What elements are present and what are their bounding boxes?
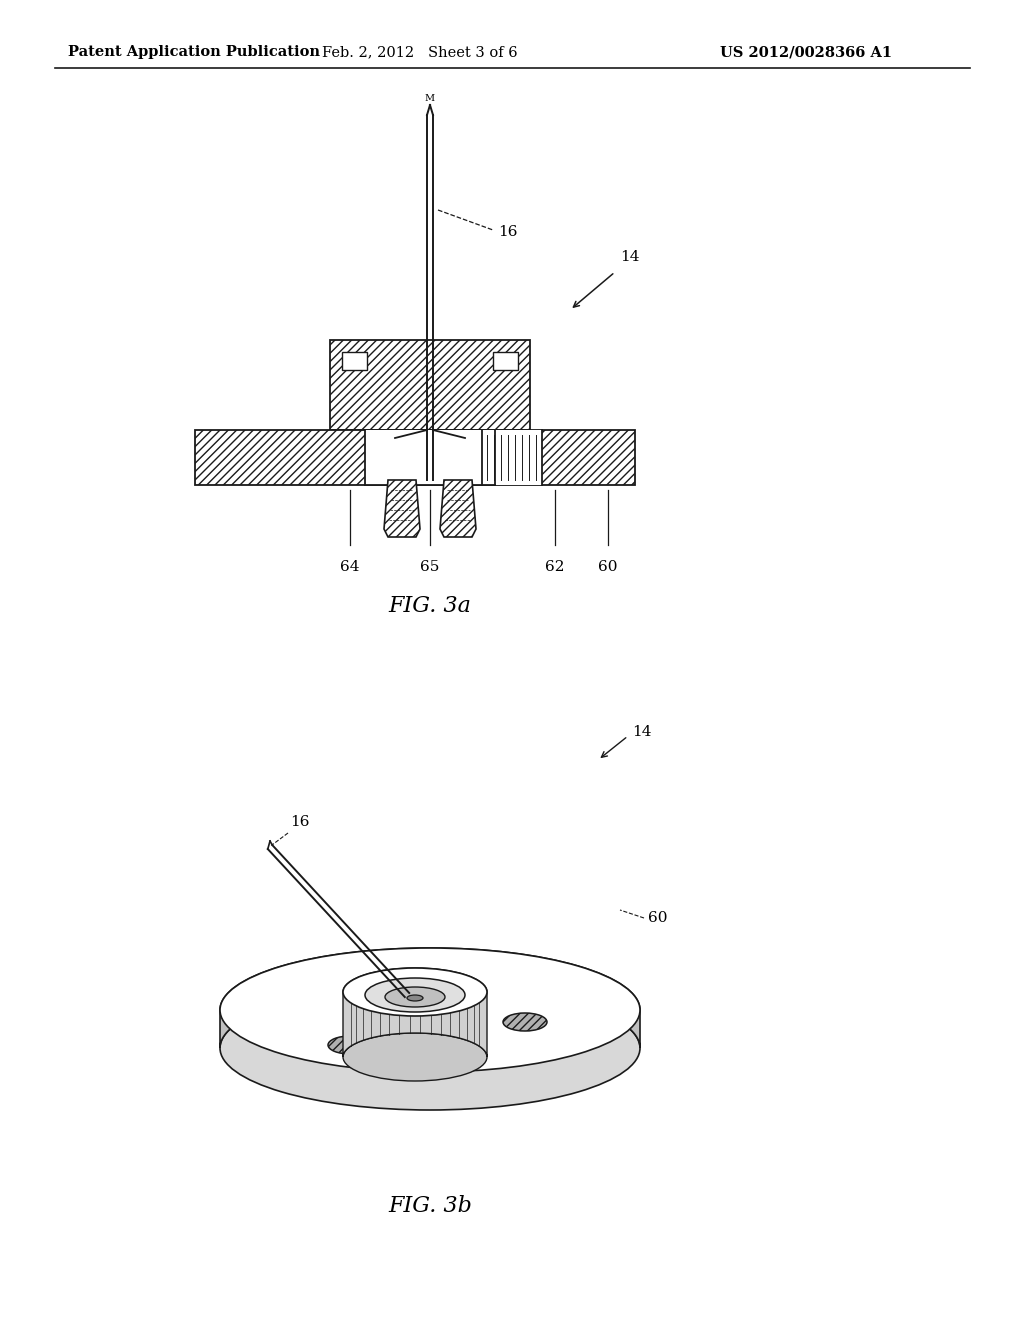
Bar [365,430,495,484]
Text: M: M [425,94,435,103]
Bar [482,430,542,484]
Polygon shape [220,948,640,1048]
Text: 14: 14 [632,725,651,739]
Ellipse shape [365,978,465,1012]
Ellipse shape [343,1034,487,1081]
Ellipse shape [407,995,423,1001]
Ellipse shape [220,948,640,1072]
Text: Feb. 2, 2012   Sheet 3 of 6: Feb. 2, 2012 Sheet 3 of 6 [323,45,518,59]
Text: 64: 64 [340,560,359,574]
Bar [195,430,635,484]
Text: FIG. 3b: FIG. 3b [388,1195,472,1217]
Polygon shape [343,968,487,1057]
Bar [195,430,635,484]
Text: 14: 14 [620,249,640,264]
Polygon shape [384,480,420,537]
Bar [493,352,518,370]
Bar [330,341,530,430]
Ellipse shape [503,1012,547,1031]
Text: 60: 60 [648,911,668,925]
Ellipse shape [220,986,640,1110]
Text: 62: 62 [545,560,565,574]
Bar [342,352,367,370]
Text: 65: 65 [420,560,439,574]
Ellipse shape [328,1036,372,1053]
Text: Patent Application Publication: Patent Application Publication [68,45,319,59]
Polygon shape [440,480,476,537]
Text: US 2012/0028366 A1: US 2012/0028366 A1 [720,45,892,59]
Text: 16: 16 [498,224,517,239]
Text: FIG. 3a: FIG. 3a [388,595,471,616]
Text: 60: 60 [598,560,617,574]
Text: 16: 16 [290,814,309,829]
Bar [330,341,530,430]
Ellipse shape [343,968,487,1016]
Ellipse shape [385,987,445,1007]
